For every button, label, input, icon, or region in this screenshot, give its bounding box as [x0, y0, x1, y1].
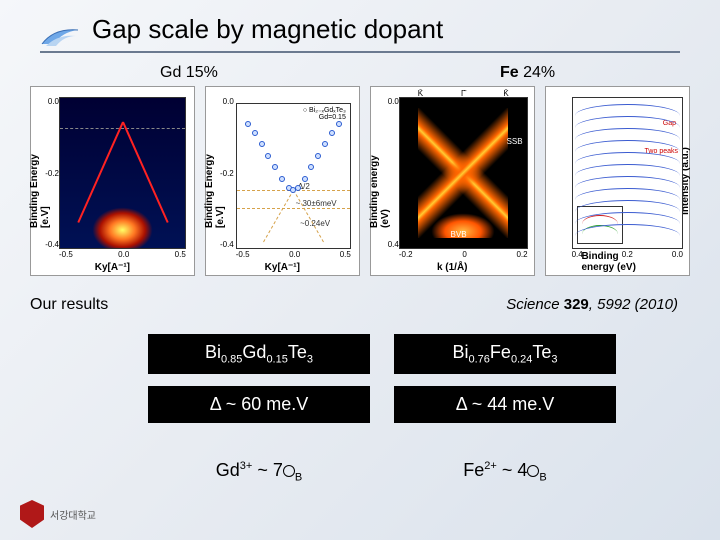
fig2-annot-60: ~ 30±6meV [296, 199, 337, 208]
cell-gd-formula: Bi0.85Gd0.15Te3 [148, 334, 370, 374]
cell-fe-formula: Bi0.76Fe0.24Te3 [394, 334, 616, 374]
page-title: Gap scale by magnetic dopant [0, 14, 720, 45]
our-results-label: Our results [30, 296, 108, 314]
fig2-yticks: 0.0-0.2-0.4 [222, 97, 234, 249]
university-logo: 서강대학교 [20, 500, 96, 528]
fig2-legend: ○ Bi₂₋ₓGdₓTe₃ Gd=0.15 [303, 106, 346, 121]
bullet-icon [40, 24, 80, 52]
fe-label: Fe 24% [500, 64, 555, 82]
fig2-xlabel: Ky[A⁻¹] [265, 262, 300, 273]
fig-gd-dispersion: Binding Energy [e.V] ○ Bi₂₋ₓGdₓTe₃ Gd=0.… [205, 86, 360, 276]
fe-ion: Fe2+ ~ 4B [394, 460, 616, 484]
fig4-xlabel: Binding energy (eV) [581, 251, 653, 273]
logo-text: 서강대학교 [50, 507, 96, 522]
fig1-xlabel: Ky[A⁻¹] [95, 262, 130, 273]
comparison-table: Bi0.85Gd0.15Te3 Bi0.76Fe0.24Te3 Δ ~ 60 m… [148, 334, 616, 423]
fig-fe-arpes: K̄Γ̄K̄ Binding energy (eV) SSB BVB 0.00.… [370, 86, 535, 276]
citation: Science 329, 5992 (2010) [506, 296, 678, 313]
fig-fe-edc: Intensity (a.u.) Gap Two peaks 0.40.20.0… [545, 86, 690, 276]
cell-fe-gap: Δ ~ 44 me.V [394, 386, 616, 423]
fig3-heatmap: SSB BVB [399, 97, 528, 249]
gd-ion: Gd3+ ~ 7B [148, 460, 370, 484]
fig2-xticks: -0.50.00.5 [236, 250, 351, 259]
fig1-xticks: -0.50.00.5 [59, 250, 186, 259]
fig3-xticks: -0.200.2 [399, 250, 528, 259]
logo-badge-icon [20, 500, 44, 528]
title-divider [40, 51, 680, 53]
figure-row: Binding Energy [e.V] 0.0-0.2-0.4 -0.50.0… [30, 86, 690, 276]
fig3-ssb: SSB [507, 137, 523, 146]
fig3-bvb: BVB [451, 230, 467, 239]
fig-gd-arpes: Binding Energy [e.V] 0.0-0.2-0.4 -0.50.0… [30, 86, 195, 276]
fig4-plot: Gap Two peaks [572, 97, 683, 249]
fig1-yticks: 0.0-0.2-0.4 [47, 97, 59, 249]
fig1-heatmap [59, 97, 186, 249]
fig2-annot-024: ~0.24eV [300, 219, 330, 228]
fig3-xlabel: k (1/Å) [437, 262, 468, 273]
cell-gd-gap: Δ ~ 60 me.V [148, 386, 370, 423]
ion-moments: Gd3+ ~ 7B Fe2+ ~ 4B [148, 460, 616, 484]
fig3-yticks: 0.00.4 [387, 97, 399, 249]
gd-label: Gd 15% [160, 64, 218, 82]
fig2-plot: ○ Bi₂₋ₓGdₓTe₃ Gd=0.15 Δ/2 ~ 30±6meV ~0.2… [236, 103, 351, 249]
